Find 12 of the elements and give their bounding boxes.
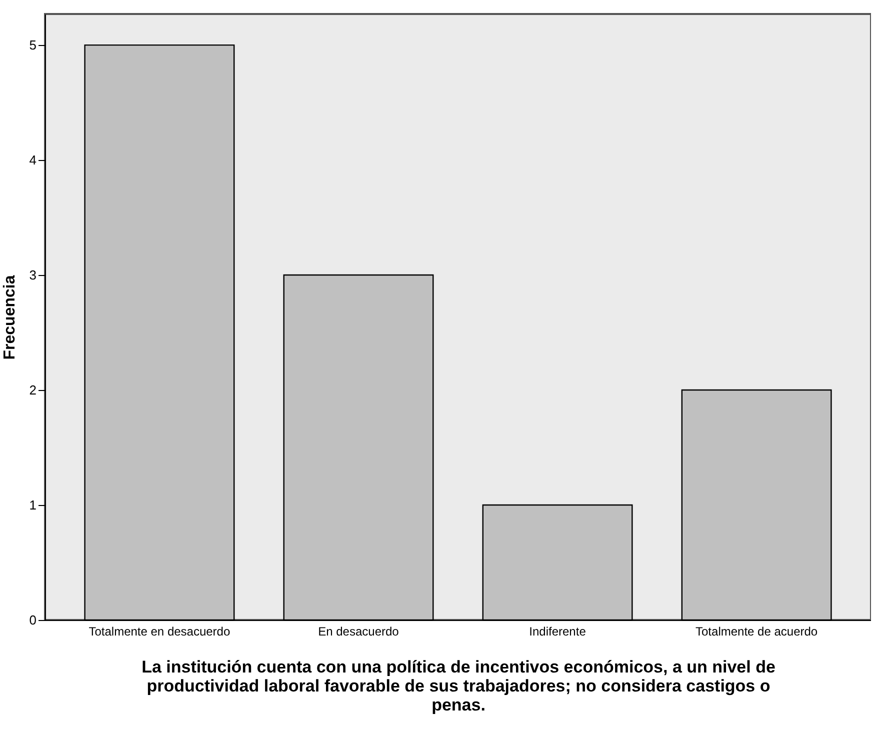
y-tick-label: 0 [29, 612, 36, 628]
x-tick-label: En desacuerdo [318, 624, 400, 638]
x-tick-label: Totalmente de acuerdo [696, 624, 818, 638]
x-tick-label: Totalmente en desacuerdo [88, 624, 230, 638]
x-axis-title: La institución cuenta con una política de incentivos económicos, a un nivel de productividad laboral favorable de sus trabajadores; no considera castigos o penas. [142, 658, 776, 714]
y-tick-label: 2 [29, 382, 36, 398]
y-tick-label: 4 [29, 152, 36, 168]
y-tick-label: 5 [29, 38, 36, 53]
y-tick-label: 3 [29, 268, 36, 283]
y-axis-title: Frecuencia [1, 275, 18, 360]
x-tick-label: Indiferente [529, 624, 586, 638]
y-tick-label: 1 [29, 498, 36, 513]
